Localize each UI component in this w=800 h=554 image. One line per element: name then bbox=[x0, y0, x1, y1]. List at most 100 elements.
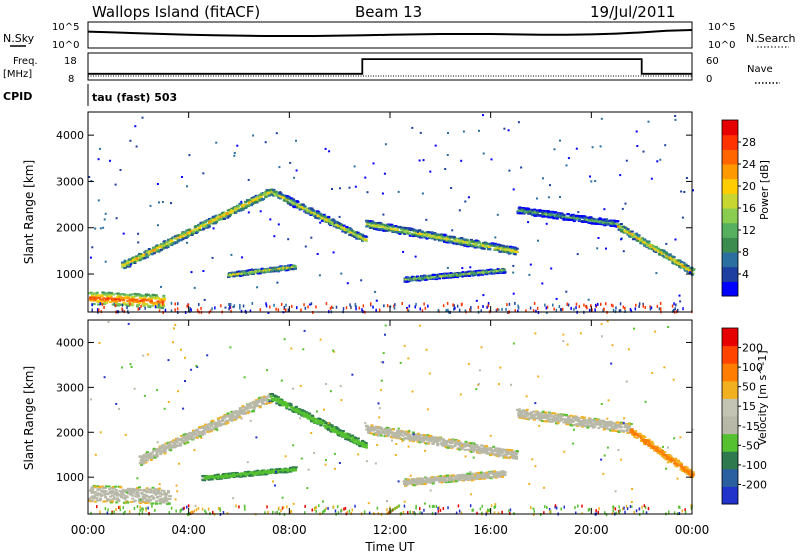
ground-cell bbox=[496, 307, 499, 311]
ground-cell bbox=[285, 308, 287, 312]
echo-cell bbox=[103, 293, 107, 296]
echo-cell bbox=[117, 304, 120, 307]
echo-cell bbox=[404, 231, 407, 234]
scatter-cell bbox=[411, 126, 414, 129]
echo-cell bbox=[425, 237, 429, 240]
echo-cell bbox=[167, 240, 171, 243]
ground-cell bbox=[591, 308, 593, 312]
scatter-cell bbox=[309, 303, 311, 306]
echo-cell bbox=[270, 469, 274, 472]
echo-cell bbox=[144, 298, 148, 301]
echo-cell bbox=[333, 428, 337, 431]
echo-cell bbox=[438, 236, 442, 239]
echo-cell bbox=[105, 292, 109, 295]
echo-cell bbox=[224, 473, 228, 476]
ground-cell bbox=[477, 305, 480, 309]
echo-cell bbox=[141, 459, 145, 462]
echo-cell bbox=[119, 486, 123, 489]
echo-cell bbox=[279, 195, 283, 198]
echo-cell bbox=[266, 191, 270, 194]
echo-cell bbox=[128, 298, 132, 301]
echo-cell bbox=[106, 499, 110, 502]
echo-cell bbox=[553, 216, 556, 219]
scatter-cell bbox=[478, 129, 480, 132]
echo-cell bbox=[244, 206, 248, 208]
scatter-cell bbox=[636, 145, 639, 147]
scatter-cell bbox=[494, 236, 497, 239]
echo-cell bbox=[426, 233, 430, 236]
scatter-cell bbox=[482, 114, 484, 117]
scatter-cell bbox=[528, 273, 531, 276]
echo-cell bbox=[484, 244, 488, 247]
echo-cell bbox=[471, 273, 475, 276]
echo-cell bbox=[186, 441, 190, 444]
echo-cell bbox=[407, 280, 410, 283]
echo-cell bbox=[341, 432, 345, 435]
echo-cell bbox=[193, 228, 197, 230]
echo-cell bbox=[149, 294, 152, 297]
echo-cell bbox=[267, 194, 271, 197]
echo-cell bbox=[319, 214, 323, 217]
echo-cell bbox=[198, 229, 202, 232]
ground-cell bbox=[198, 303, 200, 306]
echo-cell bbox=[541, 213, 545, 216]
echo-cell bbox=[209, 222, 213, 225]
echo-cell bbox=[337, 224, 341, 227]
echo-cell bbox=[269, 193, 273, 196]
echo-cell bbox=[275, 471, 279, 474]
echo-cell bbox=[234, 211, 238, 214]
echo-cell bbox=[367, 432, 371, 434]
echo-cell bbox=[488, 248, 492, 251]
echo-cell bbox=[265, 194, 269, 197]
echo-cell bbox=[338, 432, 342, 435]
echo-cell bbox=[466, 239, 470, 242]
echo-cell bbox=[291, 469, 295, 472]
scatter-cell bbox=[129, 263, 132, 266]
echo-cell bbox=[380, 228, 384, 231]
echo-cell bbox=[688, 269, 691, 272]
echo-cell bbox=[88, 499, 91, 502]
echo-cell bbox=[210, 218, 214, 221]
scatter-cell bbox=[603, 208, 606, 211]
ground-cell bbox=[129, 302, 131, 306]
freq-tick-top: 18 bbox=[64, 56, 77, 67]
echo-cell bbox=[249, 198, 253, 201]
scatter-cell bbox=[190, 271, 193, 274]
echo-cell bbox=[515, 247, 519, 250]
ground-cell bbox=[200, 307, 202, 310]
ground-cell bbox=[101, 302, 104, 306]
echo-cell bbox=[171, 236, 175, 239]
echo-cell bbox=[238, 407, 242, 410]
echo-cell bbox=[232, 414, 236, 417]
echo-cell bbox=[156, 249, 160, 252]
ground-cell bbox=[424, 306, 427, 310]
ground-cell bbox=[249, 309, 252, 313]
echo-cell bbox=[269, 399, 273, 402]
echo-cell bbox=[92, 497, 96, 500]
echo-cell bbox=[429, 234, 433, 236]
echo-cell bbox=[544, 215, 548, 218]
echo-cell bbox=[645, 245, 649, 247]
echo-cell bbox=[251, 272, 255, 275]
ground-cell bbox=[233, 304, 236, 308]
echo-cell bbox=[138, 301, 142, 304]
colorbar-swatch bbox=[722, 281, 738, 297]
echo-cell bbox=[300, 410, 304, 413]
scatter-cell bbox=[348, 186, 351, 189]
scatter-cell bbox=[247, 211, 250, 214]
echo-cell bbox=[618, 223, 622, 226]
echo-cell bbox=[524, 207, 528, 210]
scatter-cell bbox=[102, 226, 105, 229]
echo-cell bbox=[256, 196, 260, 198]
scatter-cell bbox=[122, 232, 125, 235]
echo-cell bbox=[644, 240, 648, 243]
scatter-cell bbox=[170, 202, 172, 205]
echo-cell bbox=[152, 492, 156, 495]
beam-title: Beam 13 bbox=[355, 3, 422, 21]
ground-cell bbox=[220, 304, 222, 308]
echo-cell bbox=[139, 257, 143, 260]
echo-cell bbox=[104, 485, 108, 488]
scatter-cell bbox=[328, 150, 331, 153]
echo-cell bbox=[136, 487, 140, 489]
scatter-cell bbox=[446, 154, 449, 156]
